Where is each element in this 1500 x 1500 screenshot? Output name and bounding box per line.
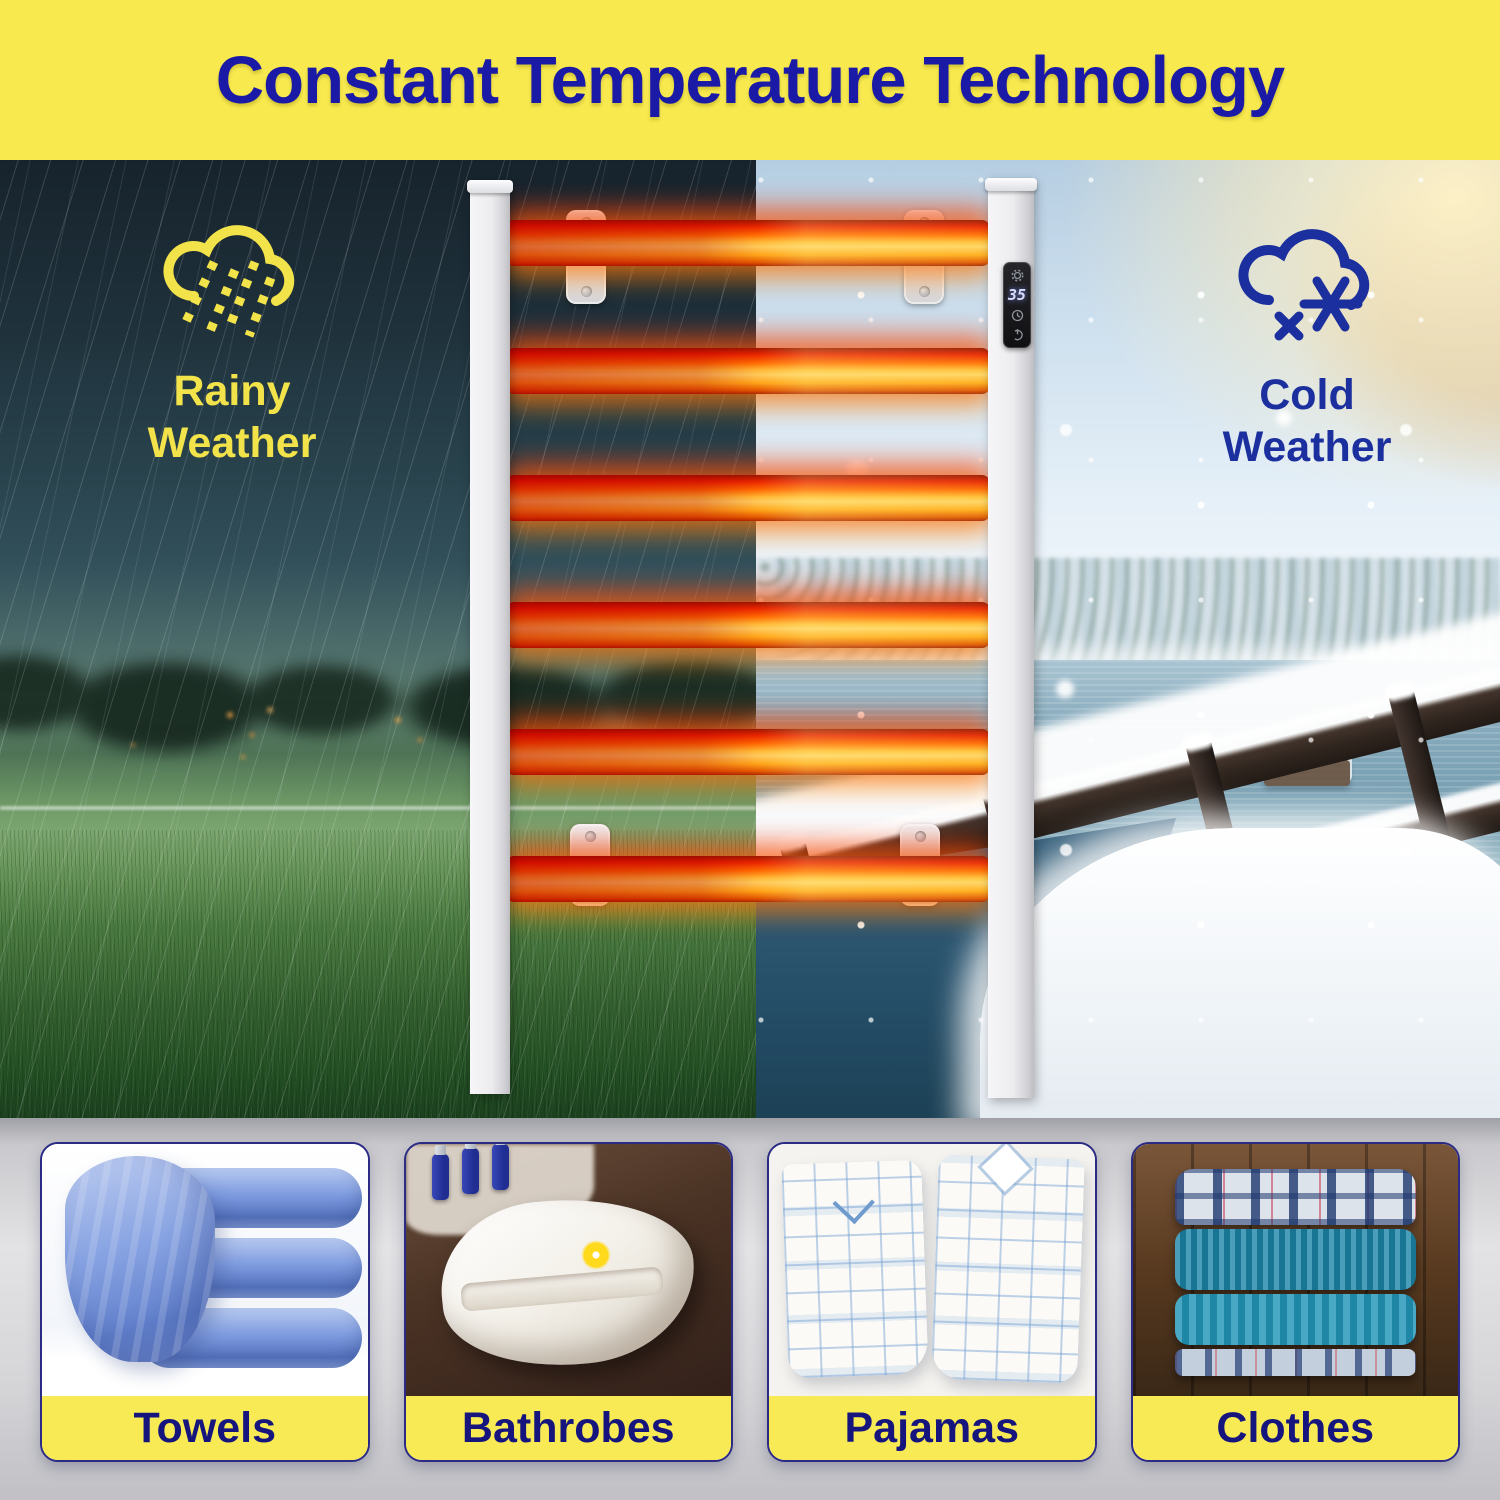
clothes-photo [1132, 1144, 1458, 1396]
card-bathrobes: Bathrobes [403, 1142, 733, 1462]
card-towels: Towels [40, 1142, 370, 1462]
rainy-scene [0, 160, 756, 1118]
card-clothes: Clothes [1130, 1142, 1460, 1462]
rainy-weather-label-group: Rainy Weather [92, 196, 372, 470]
heated-bar [506, 220, 990, 266]
cold-weather-text: Cold Weather [1162, 369, 1452, 474]
heated-bar [506, 602, 990, 648]
bathrobes-photo [405, 1144, 731, 1396]
page-title: Constant Temperature Technology [215, 42, 1285, 118]
towel-warmer-left-post [467, 180, 513, 1094]
towels-photo [42, 1144, 368, 1396]
card-label: Towels [42, 1396, 368, 1460]
card-label: Clothes [1132, 1396, 1458, 1460]
towel-warmer-right-post: 35 [985, 178, 1037, 1098]
thermometer-icon [1011, 269, 1023, 282]
cold-weather-label-group: Cold Weather [1162, 200, 1452, 474]
cold-scene [756, 160, 1500, 1118]
toiletry-bottle [491, 1144, 509, 1190]
power-icon [1011, 329, 1023, 341]
cold-line1: Cold [1259, 371, 1355, 419]
pajamas-photo [769, 1144, 1095, 1396]
rainy-line2: Weather [147, 419, 317, 468]
heated-bar [506, 348, 990, 394]
weather-scene: Rainy Weather Cold Weather [0, 160, 1500, 1118]
card-pajamas: Pajamas [767, 1142, 1097, 1462]
teal-sweater [1174, 1293, 1416, 1346]
plaid-shirt [1174, 1349, 1416, 1376]
rain-cloud-icon [163, 225, 295, 338]
usage-section: Towels Bathrobes Pa [0, 1118, 1500, 1500]
snowflake [1276, 410, 1292, 426]
control-panel: 35 [1003, 262, 1031, 348]
usage-cards: Towels Bathrobes Pa [40, 1142, 1460, 1462]
heated-bar [506, 856, 990, 902]
card-label: Bathrobes [405, 1396, 731, 1460]
toiletry-bottle [461, 1144, 479, 1194]
pajama-top [931, 1154, 1086, 1384]
rainy-weather-text: Rainy Weather [92, 365, 372, 470]
draped-towel [64, 1156, 215, 1362]
teal-sweater [1174, 1228, 1416, 1290]
timer-icon [1011, 309, 1023, 322]
rainy-line1: Rainy [173, 367, 291, 415]
snowflake [1056, 680, 1074, 698]
temperature-display: 35 [1007, 286, 1027, 304]
card-label: Pajamas [769, 1396, 1095, 1460]
field-line [0, 806, 756, 810]
pajama-shorts [781, 1159, 929, 1379]
heated-bar [506, 475, 990, 521]
heated-bar [506, 729, 990, 775]
toiletry-bottle [431, 1145, 449, 1200]
header-banner: Constant Temperature Technology [0, 0, 1500, 160]
flower-accent [581, 1239, 612, 1270]
clothes-stack [1174, 1169, 1416, 1376]
cold-line2: Weather [1222, 423, 1392, 472]
snow-cloud-icon [1238, 229, 1370, 341]
plaid-shirt [1174, 1169, 1416, 1225]
